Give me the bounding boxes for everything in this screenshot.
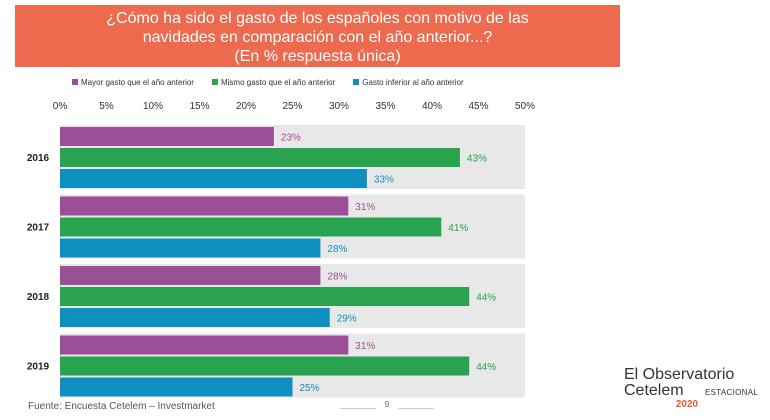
bar-2017-series-1: [60, 196, 349, 216]
data-label-2018-series-1: 28%: [327, 272, 347, 283]
chart-legend: Mayor gasto que el año anterior Mismo ga…: [72, 77, 482, 87]
legend-item-mismo: Mismo gasto que el año anterior: [211, 77, 336, 87]
bar-2016-series-1: [60, 127, 274, 146]
x-tick-label-10: 10%: [143, 101, 163, 112]
data-label-2018-series-3: 29%: [337, 314, 357, 325]
title-banner: ¿Cómo ha sido el gasto de los españoles …: [15, 5, 620, 67]
data-label-2019-series-3: 25%: [300, 383, 320, 394]
bar-2018-series-1: [60, 266, 321, 285]
x-tick-label-45: 45%: [468, 101, 488, 112]
bar-2017-series-3: [60, 238, 321, 258]
x-tick-label-0: 0%: [53, 101, 68, 112]
legend-swatch-inferior: [353, 79, 360, 85]
bar-chart: 0% 5% 10% 15% 20% 25% 30% 35% 40% 45% 50% 2016 23% 43…: [27, 101, 535, 398]
data-label-2019-series-1: 31%: [355, 341, 375, 352]
category-label-2016: 2016: [27, 153, 50, 164]
category-label-2019: 2019: [27, 362, 50, 373]
legend-item-inferior: Gasto inferior al año anterior: [353, 77, 464, 87]
logo-line-2: Cetelem: [624, 382, 684, 399]
page-indicator: 9: [336, 400, 436, 414]
data-label-2017-series-2: 41%: [448, 223, 468, 234]
logo-year: 2020: [675, 399, 699, 410]
data-label-2016-series-3: 33%: [374, 175, 394, 186]
bar-2019-series-3: [60, 377, 293, 397]
bar-2016-series-3: [60, 169, 367, 188]
bar-2019-series-2: [60, 356, 470, 376]
legend-label-mayor: Mayor gasto que el año anterior: [81, 77, 194, 87]
title-line-1: ¿Cómo ha sido el gasto de los españoles …: [106, 10, 529, 27]
data-label-2017-series-3: 28%: [327, 244, 347, 255]
data-label-2016-series-2: 43%: [467, 154, 487, 165]
data-label-2017-series-1: 31%: [355, 202, 375, 213]
bar-2017-series-2: [60, 217, 442, 237]
category-label-2017: 2017: [27, 223, 50, 234]
bar-2016-series-2: [60, 148, 460, 167]
legend-item-mayor: Mayor gasto que el año anterior: [72, 78, 194, 87]
x-tick-label-50: 50%: [515, 101, 535, 112]
page-divider-right: [398, 408, 434, 409]
logo-line-1: El Observatorio: [624, 366, 735, 383]
data-label-2016-series-1: 23%: [281, 133, 301, 144]
x-tick-label-5: 5%: [99, 101, 114, 112]
x-tick-label-40: 40%: [422, 101, 442, 112]
bar-2018-series-2: [60, 287, 470, 306]
title-line-3: (En % respuesta única): [234, 48, 401, 65]
data-label-2018-series-2: 44%: [476, 293, 496, 304]
x-tick-label-35: 35%: [375, 101, 395, 112]
x-tick-label-25: 25%: [282, 101, 302, 112]
bar-2019-series-1: [60, 335, 349, 355]
page-number: 9: [384, 400, 390, 409]
x-tick-label-15: 15%: [189, 101, 209, 112]
legend-swatch-mayor: [72, 79, 78, 85]
x-tick-label-20: 20%: [236, 101, 256, 112]
page-divider-left: [340, 408, 376, 409]
title-line-2: navidades en comparación con el año ante…: [142, 29, 493, 46]
logo-line-2-suffix: ESTACIONAL: [705, 388, 759, 397]
bar-2018-series-3: [60, 308, 330, 327]
footer-source: Fuente: Encuesta Cetelem – Investmarket: [28, 401, 215, 412]
category-label-2018: 2018: [27, 292, 50, 303]
data-label-2019-series-2: 44%: [476, 362, 496, 373]
legend-swatch-mismo: [211, 79, 218, 85]
x-tick-label-30: 30%: [329, 101, 349, 112]
observatorio-logo: El Observatorio Cetelem ESTACIONAL 2020: [622, 366, 762, 416]
legend-label-mismo: Mismo gasto que el año anterior: [220, 77, 336, 87]
legend-label-inferior: Gasto inferior al año anterior: [362, 77, 464, 87]
